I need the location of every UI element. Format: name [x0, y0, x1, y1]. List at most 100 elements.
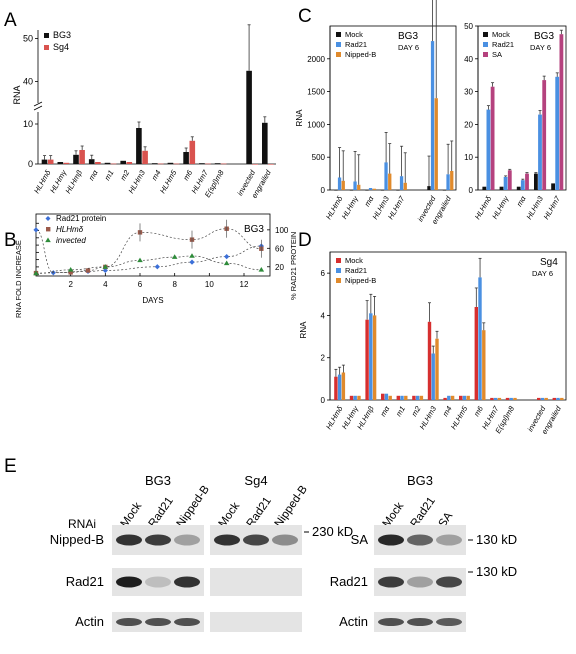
bar-C1-2-6	[434, 98, 438, 190]
blot-band-2-0-2	[436, 534, 462, 546]
blot-band-1-0-2	[272, 534, 298, 546]
legend-label-b-2: invected	[56, 236, 86, 245]
y2-tick-label-b-2: 100	[275, 226, 289, 235]
bar-A-0-6	[136, 128, 142, 164]
tick-label-C2-2: mα	[515, 194, 528, 208]
y-tick-label-c2-5: 50	[464, 22, 473, 31]
tick-label-A-3: mα	[87, 168, 100, 182]
bar-C2-0-2	[516, 186, 521, 190]
legend-swatch-b-0	[45, 216, 51, 221]
bar-A-1-1	[63, 162, 70, 164]
tick-label-D-5: m2	[410, 404, 423, 418]
bar-D-0-8	[459, 395, 463, 400]
bar-D-1-10	[493, 397, 498, 400]
bar-D-0-3	[381, 393, 385, 400]
bar-A-1-9	[189, 140, 196, 164]
bar-D-1-1	[353, 395, 357, 400]
bar-A-1-5	[126, 162, 133, 164]
y-axis-title-a: RNA	[12, 85, 22, 104]
bar-D-0-6	[427, 321, 432, 400]
bar-D-2-7	[450, 395, 455, 400]
bar-A-0-10	[199, 163, 205, 164]
legend-label-C1-1: Rad21	[345, 40, 367, 49]
size-label-0: 230 kD	[312, 524, 353, 539]
bar-D-2-0	[341, 372, 346, 400]
chart-title-b: BG3	[244, 224, 264, 235]
y-tick-label-c2-1: 10	[464, 153, 473, 162]
y-tick-label-c2-0: 0	[469, 186, 474, 195]
bar-C1-2-4	[403, 182, 407, 190]
blot-row-label-right-1: Rad21	[330, 574, 368, 589]
blot-band-2-2-2	[436, 618, 462, 626]
bar-D-2-2	[372, 315, 377, 400]
point-b-2-2	[102, 264, 109, 269]
blot-lane-label-0-1: Rad21	[147, 495, 176, 530]
blot-row-label-right-2: Actin	[339, 614, 368, 629]
bar-D-0-5	[412, 395, 416, 400]
point-b-2-7	[258, 267, 265, 272]
bar-A-1-0	[47, 159, 54, 164]
point-b-2-3	[137, 257, 143, 263]
legend-swatch-D-0	[336, 258, 341, 263]
panel-letter-c: C	[298, 6, 312, 27]
bar-C1-0-3	[380, 190, 385, 191]
chart-title-d: Sg4	[540, 257, 558, 268]
blot-band-0-2-1	[145, 618, 171, 626]
bar-D-1-13	[540, 397, 545, 400]
y-tick-label-c1-4: 2000	[307, 55, 325, 64]
tick-label-D-8: HLHm5	[449, 404, 470, 431]
bar-C1-0-4	[396, 190, 400, 191]
bar-C2-2-4	[559, 34, 564, 191]
x-tick-label-b-5: 12	[240, 280, 249, 289]
bar-A-1-11	[220, 163, 227, 165]
y-tick-label-d-0: 0	[321, 396, 326, 405]
tick-label-C1-1: HLHmγ	[340, 193, 361, 220]
bar-C1-0-7	[442, 190, 447, 191]
legend-label-C1-0: Mock	[345, 30, 363, 39]
bar-D-0-7	[443, 397, 447, 400]
bar-C1-2-0	[341, 180, 345, 190]
bar-D-2-4	[404, 395, 408, 400]
y-axis-title-b: RNA FOLD INCREASE	[14, 240, 23, 318]
y-tick-label-a-up-0: 40	[23, 77, 33, 87]
bar-A-1-6	[142, 150, 148, 164]
blot-band-2-1-0	[378, 576, 404, 588]
point-b-2-1	[67, 267, 74, 272]
point-b-2-0	[33, 270, 39, 276]
tick-label-A-4: m1	[103, 169, 116, 183]
blot-row-label-right-0: SA	[351, 532, 369, 547]
tick-label-A-7: m4	[150, 169, 163, 183]
axis-break-a-2	[33, 101, 43, 107]
point-b-1-2	[85, 268, 91, 273]
y-tick-label-c2-3: 30	[464, 88, 473, 97]
legend-swatch-b-2	[45, 237, 51, 243]
bar-D-1-2	[369, 313, 373, 400]
bar-D-0-13	[537, 397, 541, 400]
bar-A-1-14	[268, 164, 274, 165]
bar-C1-2-3	[388, 173, 392, 190]
bar-C1-1-0	[337, 177, 342, 190]
blot-band-0-1-2	[174, 576, 200, 588]
legend-label-D-2: Nipped-B	[345, 276, 376, 285]
blot-membrane-1-1	[210, 568, 302, 596]
bar-D-1-6	[431, 353, 435, 400]
blot-band-0-1-0	[116, 576, 142, 588]
legend-label-C1-2: Nipped-B	[345, 50, 376, 59]
legend-swatch-C1-1	[336, 42, 341, 47]
tick-label-C1-2: mα	[362, 194, 375, 208]
blot-row-label-left-0: Nipped-B	[50, 532, 104, 547]
y-tick-label-c1-2: 1000	[307, 120, 325, 129]
bar-C2-0-0	[482, 186, 487, 190]
bar-C2-1-0	[486, 109, 491, 190]
blot-membrane-1-2	[210, 612, 302, 632]
legend-swatch-A-1	[44, 45, 49, 50]
panel-letter-b: B	[4, 230, 17, 251]
bar-D-1-5	[415, 395, 420, 400]
panel-letter-d: D	[298, 230, 312, 251]
blot-band-0-0-1	[145, 534, 171, 546]
y-tick-label-a-low-1: 10	[23, 119, 33, 129]
tick-label-D-4: m1	[394, 405, 407, 419]
bar-C1-2-1	[357, 184, 361, 190]
